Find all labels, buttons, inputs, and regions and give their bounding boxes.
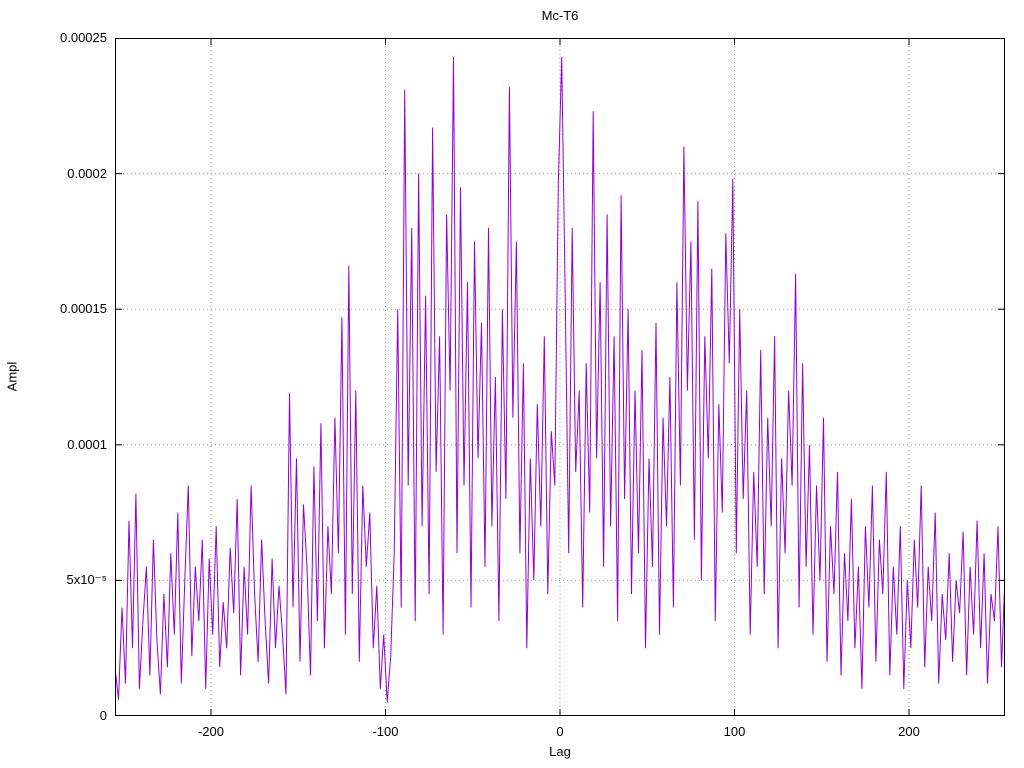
y-tick-label: 5x10⁻⁵ — [66, 572, 107, 588]
chart-title: Mc-T6 — [541, 8, 579, 23]
data-series-line — [115, 56, 1005, 703]
x-axis-label: Lag — [549, 744, 571, 759]
y-tick-label: 0.00015 — [60, 301, 107, 317]
y-tick-label: 0.00025 — [60, 30, 107, 45]
x-tick-label: 0 — [556, 724, 564, 739]
x-tick-label: 200 — [898, 724, 920, 739]
plot-area — [115, 38, 1005, 716]
y-tick-label: 0.0002 — [67, 165, 107, 181]
y-axis-label: Ampl — [4, 361, 20, 392]
y-tick-label: 0 — [99, 708, 107, 723]
x-tick-label: -200 — [197, 724, 224, 739]
x-tick-label: 100 — [723, 724, 746, 739]
y-tick-label: 0.0001 — [67, 436, 107, 452]
plot-border — [115, 38, 1005, 716]
x-tick-label: -100 — [372, 724, 399, 739]
